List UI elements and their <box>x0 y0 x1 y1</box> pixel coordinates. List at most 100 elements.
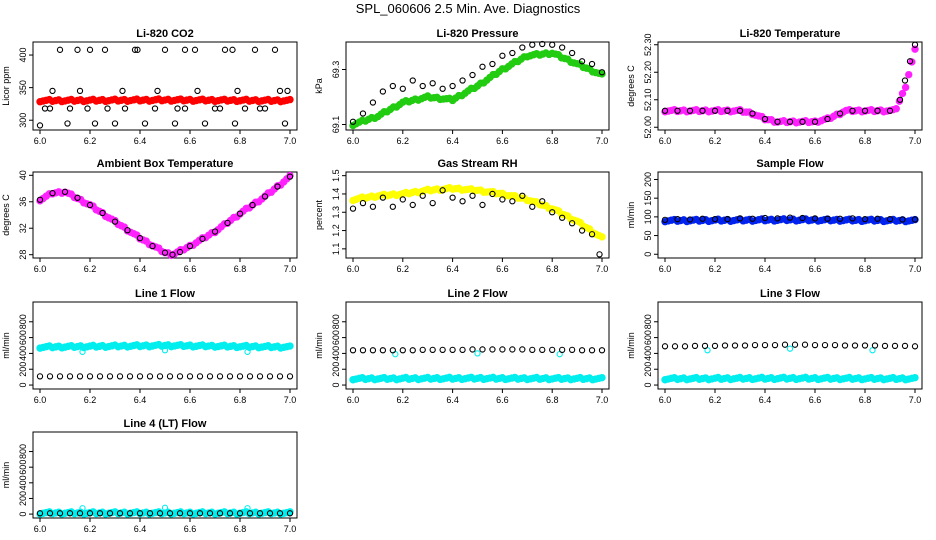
li-820-co2-2-5-min-ave-point <box>284 87 291 95</box>
li-820-co2-2-5-min-ave-point <box>49 87 56 95</box>
line-4-lt-flow-2-5-min-ave-point <box>116 510 124 517</box>
li-820-temperature-2-5-min-ave-point <box>661 107 669 114</box>
ambient-box-temperature-2-5-min-ave-point <box>74 194 81 201</box>
li-820-co2-2-5-min-ave-point <box>131 46 139 53</box>
ambient-box-temperature-2-5-min-ave-point <box>249 201 256 209</box>
li-820-temperature-2-5-min-ave-point <box>901 77 909 84</box>
line-3-flow-2-5-min-ave-point <box>831 341 839 349</box>
sample-flow-2-5-min-ave-point <box>749 215 756 222</box>
ambient-box-temperature-2-5-min-ave-point <box>224 219 231 227</box>
ambient-box-temperature-2-5-min-ave-point <box>186 242 194 250</box>
sample-flow-2-5-min-ave-point <box>899 216 906 223</box>
panel-sample-flow: Sample Flow ml/min 6.0 6.2 6.4 6.6 6.8 7.0 0 50 10… <box>626 158 923 274</box>
figure-title: SPL_060606 2.5 Min. Ave. Diagnostics <box>355 1 581 16</box>
li-820-co2-2-5-min-ave-point <box>216 105 224 112</box>
ambient-box-temperature-2-5-min-ave-point <box>49 190 56 197</box>
line-3-flow-title: Line 3 Flow <box>760 288 820 300</box>
gas-stream-rh-ytick-label: 1.4 <box>331 188 341 201</box>
sample-flow-xtick-label: 6.2 <box>709 264 722 274</box>
line-3-flow-2-5-min-ave-point <box>811 341 819 349</box>
gas-stream-rh-2-5-min-ave-point <box>349 205 357 212</box>
li-820-co2-2-5-min-ave-point <box>181 46 189 53</box>
li-820-pressure-2-5-min-ave-point <box>578 58 586 65</box>
li-820-pressure-2-5-min-ave-point <box>489 60 496 68</box>
line-3-flow-xtick-label: 6.8 <box>859 395 872 405</box>
line-1-flow-plot-frame <box>32 301 298 390</box>
li-820-co2-ylabel: Licor ppm <box>1 66 11 106</box>
line-2-flow-2-5-min-ave-point <box>349 347 357 354</box>
gas-stream-rh-2-5-min-ave-point <box>489 190 496 198</box>
line-3-flow-2-5-min-ave-point <box>821 341 829 349</box>
line-3-flow-ylabel: ml/min <box>626 332 636 359</box>
ambient-box-temperature-2-5-min-ave-point <box>236 210 244 217</box>
gas-stream-rh-2-5-min-ave-point <box>588 231 596 238</box>
li-820-pressure-2-5-min-ave-point <box>469 71 476 79</box>
li-820-pressure-2-5-min-ave-point <box>429 80 436 87</box>
li-820-co2-xtick-label: 6.2 <box>84 136 97 146</box>
sample-flow-xtick-label: 6.6 <box>809 264 822 274</box>
li-820-temperature-xtick-label: 6.2 <box>709 136 722 146</box>
li-820-pressure-title: Li-820 Pressure <box>437 28 519 40</box>
line-3-flow-ytick-label: 0 <box>643 383 653 388</box>
line-1-flow-2-5-min-ave-point <box>186 373 194 380</box>
sample-flow-2-5-min-ave-point <box>786 214 794 221</box>
line-1-flow-xtick-label: 6.4 <box>134 395 147 405</box>
line-4-lt-flow-2-5-min-ave-point <box>196 510 204 517</box>
panel-line-3-flow: Line 3 Flow ml/min 6.0 6.2 6.4 6.6 6.8 7.0 0 2004… <box>626 288 923 405</box>
panel-li-820-temperature: Li-820 Temperature degrees C 6.0 6.2 6.4 6.6 6… <box>626 28 923 146</box>
li-820-temperature-2-5-min-ave-point <box>749 110 756 117</box>
line-1-flow-2-5-min-ave-point <box>216 373 224 380</box>
line-2-flow-2-5-min-ave-point <box>479 346 486 353</box>
ambient-box-temperature-2-5-min-ave-point <box>274 183 281 190</box>
li-820-temperature-xtick-label: 6.8 <box>859 136 872 146</box>
li-820-co2-2-5-min-ave-point <box>121 105 129 112</box>
panel-gas-stream-rh: Gas Stream RH percent 6.0 6.2 6.4 6.6 6.8 7.0 1.… <box>314 158 610 274</box>
li-820-co2-2-5-min-ave-point <box>221 46 229 53</box>
line-1-flow-xtick-label: 6.2 <box>84 395 97 405</box>
sample-flow-2-5-min-ave-point <box>849 215 856 222</box>
li-820-co2-2-5-min-ave-point <box>151 105 159 112</box>
line-1-flow-2-5-min-ave-point <box>66 373 74 380</box>
li-820-co2-xtick-label: 6.8 <box>234 136 247 146</box>
line-1-flow-2-5-min-ave-point <box>166 373 174 380</box>
panel-ambient-box-temperature: Ambient Box Temperature degrees C 6.0 6.2 6.… <box>1 158 298 274</box>
ambient-box-temperature-2-5-min-ave-point <box>124 227 131 234</box>
gas-stream-rh-2-5-min-ave-point <box>399 196 406 203</box>
sample-flow-2-5-min-ave-point <box>761 214 769 222</box>
line-2-flow-ytick-label: 200 <box>331 362 341 377</box>
line-1-flow-2-5-min-ave-point <box>266 373 274 380</box>
line-4-lt-flow-2-5-min-ave-point <box>106 510 114 517</box>
li-820-temperature-2-5-min-ave-point <box>799 118 806 125</box>
li-820-pressure-2-5-min-ave-point <box>598 69 606 76</box>
li-820-pressure-2-5-min-ave-point <box>479 63 486 70</box>
sample-flow-ytick-label: 100 <box>643 209 653 224</box>
line-3-flow-2-5-min-ave-point <box>741 342 749 349</box>
line-1-flow-xtick-label: 7.0 <box>284 395 297 405</box>
li-820-co2-2-5-min-ave-point <box>66 105 74 112</box>
li-820-temperature-2-5-min-ave-point <box>896 96 904 103</box>
line-1-flow-2-5-min-ave-point <box>286 373 294 380</box>
gas-stream-rh-2-5-min-ave-point <box>529 203 536 210</box>
line-4-lt-flow-2-5-min-ave-point <box>256 510 264 517</box>
li-820-temperature-ytick-label: 52.10 <box>643 88 653 111</box>
line-1-flow-ytick-label: 800 <box>18 314 28 329</box>
ambient-box-temperature-ytick-label: 28 <box>18 250 28 260</box>
ambient-box-temperature-plot-frame <box>32 171 298 259</box>
line-1-flow-2-5-min-ave-point <box>116 373 124 380</box>
line-4-lt-flow-2-5-min-ave-point <box>126 510 134 517</box>
li-820-pressure-2-5-min-ave-point <box>409 77 416 84</box>
line-1-flow-ytick-label: 0 <box>18 383 28 388</box>
li-820-pressure-2-5-min-ave-point <box>549 41 556 48</box>
li-820-co2-xtick-label: 7.0 <box>284 136 297 146</box>
li-820-co2-2-5-min-ave-point <box>74 46 81 53</box>
gas-stream-rh-2-5-min-ave-point <box>539 198 546 205</box>
sample-flow-2-5-min-ave-point <box>711 215 719 223</box>
li-820-pressure-2-5-min-ave-point <box>369 99 377 106</box>
line-3-flow-xtick-label: 6.0 <box>659 395 672 405</box>
sample-flow-ytick-label: 200 <box>643 172 653 187</box>
line-2-flow-xtick-label: 6.2 <box>397 395 410 405</box>
ambient-box-temperature-2-5-min-ave-point <box>99 209 106 217</box>
ambient-box-temperature-2-5-min-ave-point <box>176 248 184 256</box>
line-2-flow-2-5-min-ave-point <box>529 346 536 353</box>
li-820-temperature-2-5-min-ave-point <box>886 107 894 114</box>
